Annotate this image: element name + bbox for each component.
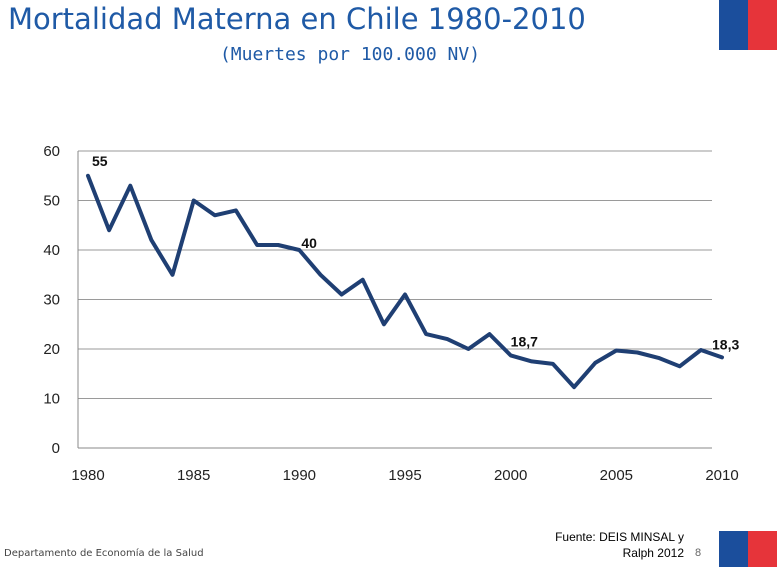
x-tick-label: 2000: [494, 467, 527, 484]
footer-department: Departamento de Economía de la Salud: [4, 548, 204, 559]
source-note: Fuente: DEIS MINSAL y Ralph 2012: [528, 529, 684, 561]
y-tick-label: 50: [43, 193, 60, 210]
x-tick-label: 1980: [71, 467, 104, 484]
x-tick-label: 2010: [705, 467, 738, 484]
y-tick-label: 10: [43, 391, 60, 408]
data-label: 40: [301, 235, 317, 251]
y-tick-label: 0: [52, 440, 60, 457]
x-tick-label: 1995: [388, 467, 421, 484]
y-tick-label: 30: [43, 292, 60, 309]
x-tick-label: 1985: [177, 467, 210, 484]
slide-subtitle: (Muertes por 100.000 NV): [219, 44, 481, 65]
data-label: 18,7: [511, 333, 538, 349]
series-line: [86, 173, 724, 390]
y-tick-label: 60: [43, 143, 60, 160]
y-tick-label: 20: [43, 341, 60, 358]
source-line-2: Ralph 2012: [622, 546, 684, 560]
source-line-1: Fuente: DEIS MINSAL y: [555, 530, 684, 544]
data-label: 55: [92, 153, 108, 169]
y-tick-label: 40: [43, 242, 60, 259]
chile-flag-logo-top: [719, 0, 777, 50]
x-tick-label: 2005: [600, 467, 633, 484]
x-tick-label: 1990: [283, 467, 316, 484]
chile-flag-logo-bottom: [719, 531, 777, 567]
data-label: 18,3: [712, 336, 739, 352]
page-number: 8: [695, 547, 702, 559]
slide-title: Mortalidad Materna en Chile 1980-2010: [8, 2, 586, 36]
